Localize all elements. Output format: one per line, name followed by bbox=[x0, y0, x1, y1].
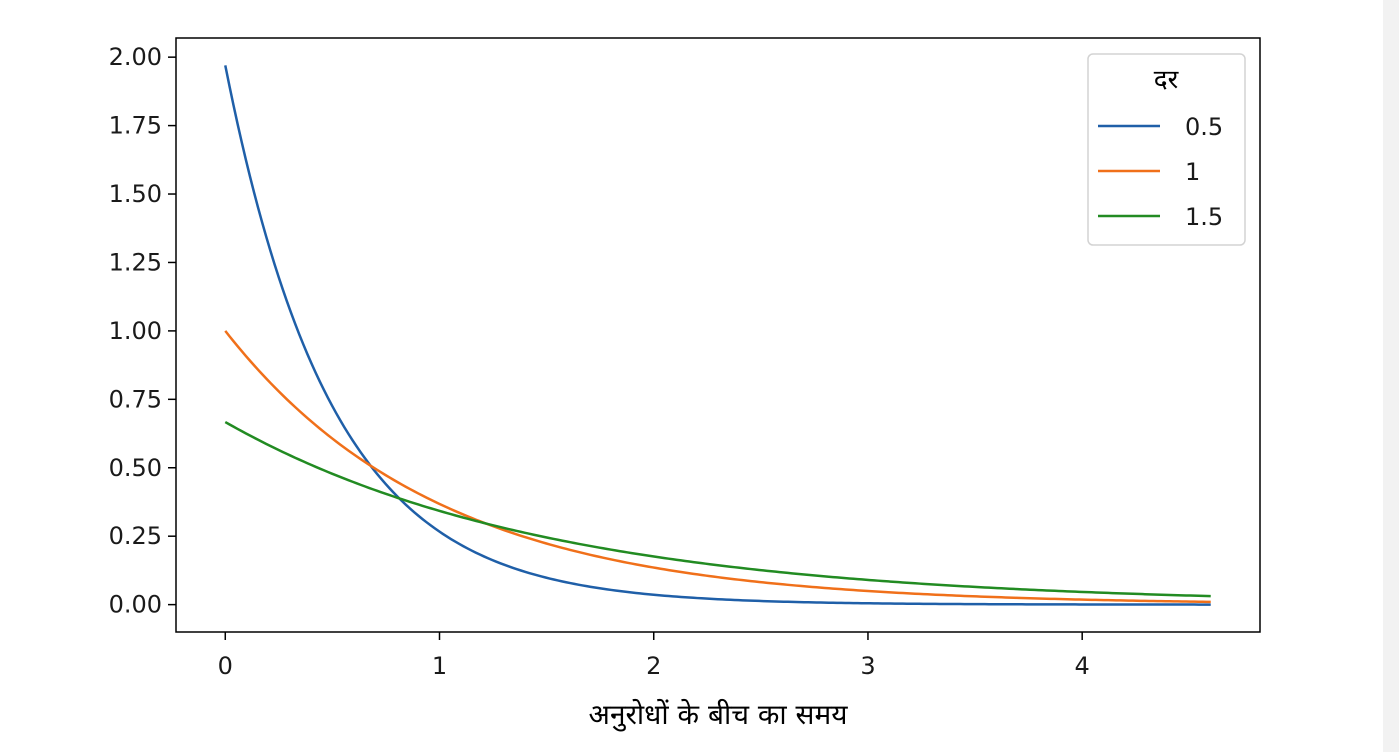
legend-box bbox=[1087, 53, 1246, 246]
legend-title: दर bbox=[1154, 65, 1180, 95]
legend-label: 1.5 bbox=[1185, 203, 1223, 231]
y-tick-label: 0.50 bbox=[109, 454, 162, 482]
page-edge bbox=[1383, 0, 1399, 752]
series-layer bbox=[224, 65, 1211, 606]
series-line-1 bbox=[224, 330, 1211, 604]
x-axis-ticks: 0 1 2 3 4 bbox=[218, 632, 1090, 680]
legend: दर 0.5 1 1.5 bbox=[1087, 53, 1246, 246]
series-line-1.5 bbox=[224, 420, 1211, 598]
x-tick-label: 0 bbox=[218, 652, 233, 680]
legend-label: 1 bbox=[1185, 158, 1200, 186]
y-tick-label: 1.25 bbox=[109, 248, 162, 276]
x-axis-title: अनुरोधों के बीच का समय bbox=[589, 698, 849, 732]
y-tick-label: 0.25 bbox=[109, 522, 162, 550]
y-tick-label: 1.75 bbox=[109, 112, 162, 140]
y-tick-label: 1.50 bbox=[109, 180, 162, 208]
plot-area bbox=[175, 37, 1261, 633]
y-tick-label: 0.00 bbox=[109, 591, 162, 619]
x-tick-label: 1 bbox=[432, 652, 447, 680]
legend-label: 0.5 bbox=[1185, 113, 1223, 141]
x-tick-label: 3 bbox=[860, 652, 875, 680]
x-tick-label: 4 bbox=[1075, 652, 1090, 680]
y-tick-label: 1.00 bbox=[109, 317, 162, 345]
x-tick-label: 2 bbox=[646, 652, 661, 680]
y-tick-label: 0.75 bbox=[109, 385, 162, 413]
y-axis-ticks: 0.00 0.25 0.50 0.75 1.00 1.25 1.50 1.75 2.00 bbox=[109, 43, 176, 619]
series-line-0.5 bbox=[224, 65, 1211, 606]
legend-entries: 0.5 1 1.5 bbox=[1098, 113, 1223, 231]
y-tick-label: 2.00 bbox=[109, 43, 162, 71]
